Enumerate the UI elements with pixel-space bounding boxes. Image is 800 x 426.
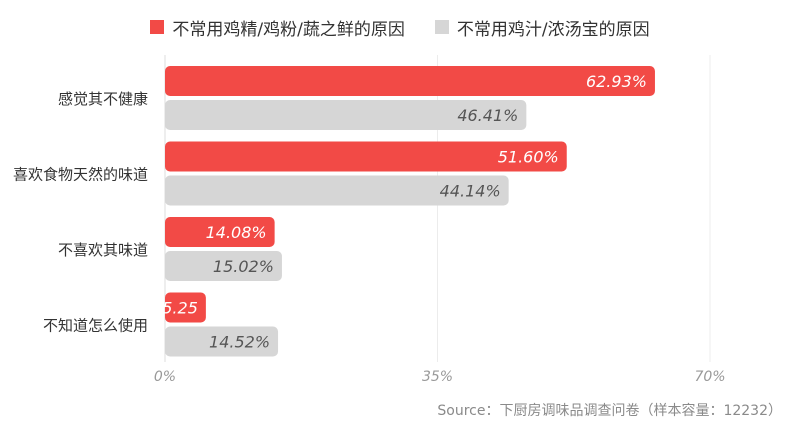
data-label-s2-c1: 46.41% [457,106,518,125]
bar-s2-c2 [165,175,509,206]
data-label-s1-c2: 51.60% [498,148,559,167]
data-label-s1-c4: 5.25 [162,299,198,318]
legend-label-series-2: 不常用鸡汁/浓汤宝的原因 [456,19,650,40]
category-label-2: 喜欢食物天然的味道 [13,166,148,184]
legend-item-series-1: 不常用鸡精/鸡粉/蔬之鲜的原因 [150,15,405,40]
data-label-s1-c3: 14.08% [206,223,267,242]
legend-swatch-series-2 [434,20,449,34]
x-tick-label-2: 35% [422,369,453,385]
legend-swatch-series-1 [150,20,165,34]
bar-s2-c4 [165,326,279,357]
source-note: Source：下厨房调味品调查问卷（样本容量：12232） [437,403,782,419]
bar-s1-c4 [165,292,206,323]
legend-item-series-2: 不常用鸡汁/浓汤宝的原因 [434,15,650,40]
bar-s2-c3 [165,251,282,281]
x-tick-label-3: 70% [694,369,725,385]
data-label-s2-c4: 14.52% [209,333,270,352]
bar-s1-c2 [165,141,567,172]
legend-label-series-1: 不常用鸡精/鸡粉/蔬之鲜的原因 [172,19,405,40]
data-label-s1-c1: 62.93% [586,72,647,91]
category-label-4: 不知道怎么使用 [43,317,148,335]
legend: 不常用鸡精/鸡粉/蔬之鲜的原因 不常用鸡汁/浓汤宝的原因 [0,12,800,42]
data-label-s2-c2: 44.14% [440,182,501,201]
data-label-s2-c3: 15.02% [213,257,274,276]
bar-s2-c1 [165,100,527,130]
category-label-3: 不喜欢其味道 [58,241,148,259]
bar-s1-c1 [165,66,655,96]
x-tick-label-1: 0% [154,369,176,385]
category-label-1: 感觉其不健康 [58,90,148,108]
bar-s1-c3 [165,217,275,247]
